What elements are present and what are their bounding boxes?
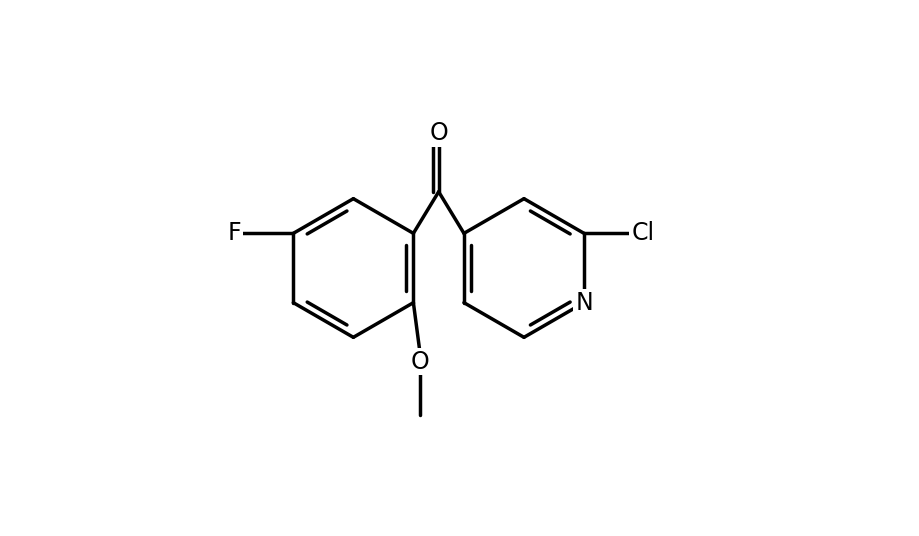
Text: Cl: Cl (630, 221, 653, 245)
Text: N: N (574, 291, 592, 315)
Text: O: O (429, 121, 448, 145)
Text: F: F (227, 221, 241, 245)
Text: O: O (411, 349, 429, 374)
